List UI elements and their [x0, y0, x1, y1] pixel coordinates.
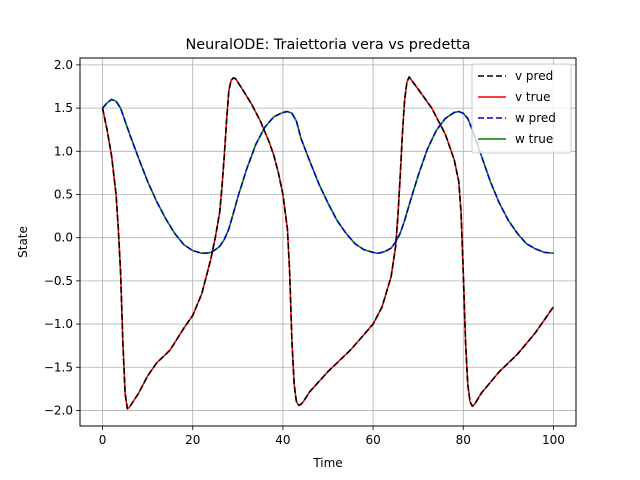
plot-lines: [101, 76, 555, 410]
x-tick-label: 80: [456, 433, 471, 447]
x-tick-label: 0: [99, 433, 107, 447]
legend-label: v pred: [515, 69, 553, 83]
y-tick-label: −2.0: [44, 403, 73, 417]
x-tick-label: 40: [275, 433, 290, 447]
y-tick-label: 1.5: [54, 101, 73, 115]
y-tick-label: 0.5: [54, 187, 73, 201]
grid: [80, 58, 576, 426]
x-tick-label: 100: [542, 433, 565, 447]
y-tick-label: 2.0: [54, 58, 73, 72]
x-axis-label: Time: [312, 456, 342, 470]
y-tick-label: 1.0: [54, 144, 73, 158]
y-tick-label: −1.5: [44, 360, 73, 374]
x-tick-label: 20: [185, 433, 200, 447]
legend-label: v true: [515, 90, 551, 104]
legend-label: w true: [515, 132, 553, 146]
x-tick-label: 60: [365, 433, 380, 447]
y-tick-label: −1.0: [44, 317, 73, 331]
legend-label: w pred: [515, 111, 556, 125]
axis-ticks: 0 20 40 60 80 100 −2.0 −1.5 −1.0 −0.5 0.0 0.5 1.0 1.5…: [44, 58, 565, 447]
y-tick-label: −0.5: [44, 274, 73, 288]
y-tick-label: 0.0: [54, 231, 73, 245]
series-line-v-pred: [101, 76, 555, 410]
series-line-w-pred: [101, 98, 554, 255]
plot-frame: [79, 57, 577, 427]
chart-title: NeuralODE: Traiettoria vera vs predetta: [185, 37, 470, 53]
legend-box: [471, 63, 572, 154]
y-axis-label: State: [16, 226, 30, 258]
legend: v pred v true w pred w true: [471, 63, 572, 154]
